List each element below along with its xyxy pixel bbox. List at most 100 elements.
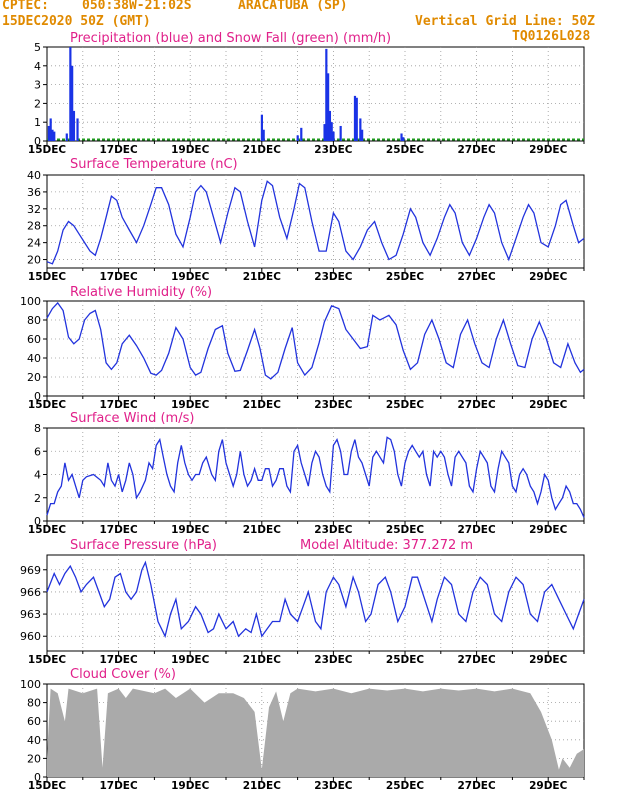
precip-bar — [47, 125, 50, 141]
x-tick-label: 23DEC — [314, 271, 353, 283]
x-tick-label: 15DEC — [28, 524, 67, 536]
precip-bar — [260, 114, 263, 141]
x-tick-label: 27DEC — [457, 399, 496, 411]
x-tick-label: 21DEC — [243, 654, 282, 666]
y-tick-label: 40 — [27, 169, 41, 182]
header-coordinates: 050:38W-21:02S — [82, 0, 192, 13]
precip-bar — [51, 129, 54, 141]
x-tick-label: 23DEC — [314, 399, 353, 411]
y-tick-label: 960 — [20, 630, 41, 643]
x-tick-label: 25DEC — [386, 524, 425, 536]
x-tick-label: 29DEC — [529, 524, 568, 536]
x-tick-label: 29DEC — [529, 271, 568, 283]
x-tick-label: 21DEC — [243, 271, 282, 283]
y-tick-label: 20 — [27, 752, 41, 765]
x-tick-label: 23DEC — [314, 654, 353, 666]
y-tick-label: 80 — [27, 314, 41, 327]
precip-bar — [262, 129, 265, 141]
panel-frame — [46, 174, 585, 269]
x-tick-label: 17DEC — [99, 144, 138, 156]
y-tick-label: 4 — [34, 60, 41, 73]
y-tick-label: 0 — [34, 135, 41, 148]
x-tick-label: 19DEC — [171, 654, 210, 666]
y-tick-label: 20 — [27, 254, 41, 267]
y-tick-label: 5 — [34, 41, 41, 54]
x-tick-label: 27DEC — [457, 144, 496, 156]
y-tick-label: 0 — [34, 515, 41, 528]
x-tick-label: 17DEC — [99, 524, 138, 536]
y-tick-label: 60 — [27, 715, 41, 728]
x-tick-label: 19DEC — [171, 780, 210, 792]
precip-bar — [296, 135, 299, 141]
precip-bar — [72, 110, 76, 141]
y-tick-label: 80 — [27, 697, 41, 710]
x-tick-label: 15DEC — [28, 144, 67, 156]
series-line — [46, 301, 585, 380]
x-tick-label: 25DEC — [386, 144, 425, 156]
panel-title: Surface Temperature (nC) — [70, 157, 238, 172]
x-tick-label: 19DEC — [171, 144, 210, 156]
y-tick-label: 28 — [27, 220, 41, 233]
x-tick-label: 19DEC — [171, 399, 210, 411]
x-tick-label: 21DEC — [243, 144, 282, 156]
x-tick-label: 21DEC — [243, 399, 282, 411]
x-tick-label: 19DEC — [171, 524, 210, 536]
precip-bar — [71, 65, 74, 141]
y-tick-label: 6 — [34, 445, 41, 458]
x-tick-label: 23DEC — [314, 780, 353, 792]
series-line — [46, 180, 585, 265]
precip-bar — [361, 129, 364, 141]
panel-title: Surface Pressure (hPa) — [70, 538, 217, 553]
x-tick-label: 17DEC — [99, 654, 138, 666]
x-tick-label: 17DEC — [99, 399, 138, 411]
x-tick-label: 23DEC — [314, 524, 353, 536]
y-tick-label: 966 — [20, 586, 41, 599]
precip-bar — [359, 118, 362, 141]
x-tick-label: 29DEC — [529, 780, 568, 792]
panel-title: Precipitation (blue) and Snow Fall (gree… — [70, 31, 391, 46]
y-tick-label: 0 — [34, 390, 41, 403]
panel-title: Surface Wind (m/s) — [70, 411, 194, 426]
x-tick-label: 25DEC — [386, 399, 425, 411]
header-model-code: TQ0126L028 — [512, 29, 591, 44]
x-tick-label: 15DEC — [28, 271, 67, 283]
precip-bar — [355, 97, 358, 141]
precip-bar — [300, 127, 303, 141]
x-tick-label: 17DEC — [99, 780, 138, 792]
precip-bar — [323, 124, 326, 141]
x-tick-label: 25DEC — [386, 271, 425, 283]
precip-bar — [325, 48, 328, 141]
series-line — [46, 436, 585, 518]
precip-bar — [65, 133, 68, 141]
panel-frame — [46, 46, 585, 142]
y-tick-label: 36 — [27, 186, 41, 199]
y-tick-label: 8 — [34, 422, 41, 435]
precip-bar — [402, 137, 405, 141]
y-tick-label: 40 — [27, 734, 41, 747]
x-tick-label: 15DEC — [28, 654, 67, 666]
x-tick-label: 27DEC — [457, 654, 496, 666]
x-tick-label: 19DEC — [171, 271, 210, 283]
precip-bar — [327, 73, 330, 141]
header-grid-note: Vertical Grid Line: 50Z — [415, 14, 596, 29]
x-tick-label: 25DEC — [386, 654, 425, 666]
y-tick-label: 100 — [20, 295, 41, 308]
panel-frame — [46, 554, 585, 652]
y-tick-label: 24 — [27, 237, 41, 250]
x-tick-label: 15DEC — [28, 780, 67, 792]
y-tick-label: 1 — [34, 116, 41, 129]
header-station: ARACATUBA (SP) — [238, 0, 348, 13]
precip-bar — [76, 118, 79, 141]
y-tick-label: 0 — [34, 771, 41, 784]
x-tick-label: 23DEC — [314, 144, 353, 156]
header-run-date: 15DEC2020 50Z (GMT) — [2, 14, 151, 29]
panel-annotation: Model Altitude: 377.272 m — [300, 538, 473, 553]
precip-bar — [53, 131, 56, 141]
precip-bar — [400, 133, 403, 141]
y-tick-label: 963 — [20, 608, 41, 621]
y-tick-label: 969 — [20, 564, 41, 577]
x-tick-label: 15DEC — [28, 399, 67, 411]
panel-frame — [46, 300, 585, 397]
y-tick-label: 4 — [34, 469, 41, 482]
